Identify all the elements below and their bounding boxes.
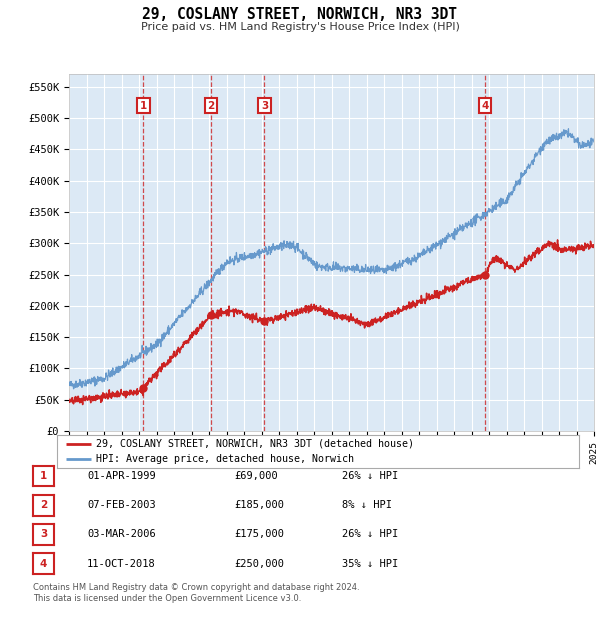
Text: 3: 3 (261, 100, 268, 111)
Text: 4: 4 (481, 100, 489, 111)
Text: 26% ↓ HPI: 26% ↓ HPI (342, 529, 398, 539)
Text: Contains HM Land Registry data © Crown copyright and database right 2024.: Contains HM Land Registry data © Crown c… (33, 583, 359, 592)
Text: 07-FEB-2003: 07-FEB-2003 (87, 500, 156, 510)
Text: £250,000: £250,000 (234, 559, 284, 569)
Text: £185,000: £185,000 (234, 500, 284, 510)
Text: 2: 2 (40, 500, 47, 510)
Text: 29, COSLANY STREET, NORWICH, NR3 3DT: 29, COSLANY STREET, NORWICH, NR3 3DT (143, 7, 458, 22)
Text: HPI: Average price, detached house, Norwich: HPI: Average price, detached house, Norw… (96, 454, 354, 464)
Text: 2: 2 (207, 100, 214, 111)
Text: 8% ↓ HPI: 8% ↓ HPI (342, 500, 392, 510)
Text: Price paid vs. HM Land Registry's House Price Index (HPI): Price paid vs. HM Land Registry's House … (140, 22, 460, 32)
Text: 26% ↓ HPI: 26% ↓ HPI (342, 471, 398, 481)
Text: This data is licensed under the Open Government Licence v3.0.: This data is licensed under the Open Gov… (33, 595, 301, 603)
Text: 3: 3 (40, 529, 47, 539)
Text: £175,000: £175,000 (234, 529, 284, 539)
Text: 01-APR-1999: 01-APR-1999 (87, 471, 156, 481)
Text: 35% ↓ HPI: 35% ↓ HPI (342, 559, 398, 569)
Text: 4: 4 (40, 559, 47, 569)
Text: 29, COSLANY STREET, NORWICH, NR3 3DT (detached house): 29, COSLANY STREET, NORWICH, NR3 3DT (de… (96, 439, 414, 449)
Text: £69,000: £69,000 (234, 471, 278, 481)
Text: 1: 1 (40, 471, 47, 481)
Text: 1: 1 (140, 100, 147, 111)
Text: 03-MAR-2006: 03-MAR-2006 (87, 529, 156, 539)
Text: 11-OCT-2018: 11-OCT-2018 (87, 559, 156, 569)
